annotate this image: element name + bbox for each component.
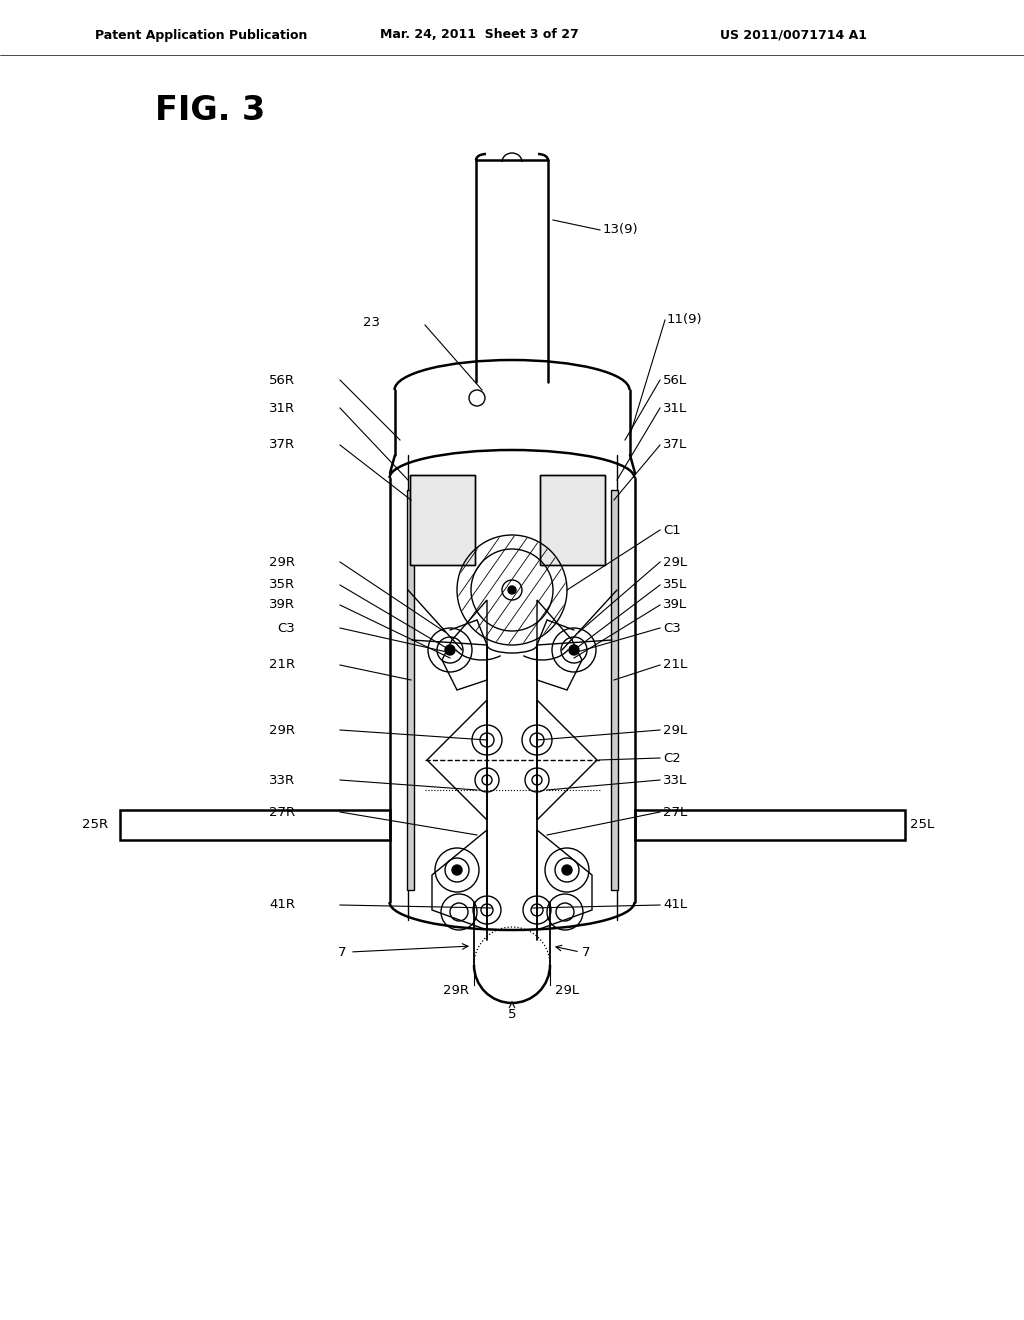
Circle shape	[569, 645, 579, 655]
Bar	[540, 475, 605, 565]
Text: 7: 7	[338, 945, 346, 958]
Text: 37L: 37L	[663, 438, 687, 451]
Bar	[635, 810, 905, 840]
Text: 7: 7	[582, 945, 591, 958]
Text: FIG. 3: FIG. 3	[155, 94, 265, 127]
Text: 41L: 41L	[663, 899, 687, 912]
Text: US 2011/0071714 A1: US 2011/0071714 A1	[720, 29, 867, 41]
Text: 31R: 31R	[269, 401, 295, 414]
Text: 13(9): 13(9)	[603, 223, 639, 236]
Text: C1: C1	[663, 524, 681, 536]
Text: 35R: 35R	[269, 578, 295, 591]
Text: Patent Application Publication: Patent Application Publication	[95, 29, 307, 41]
Text: C3: C3	[278, 622, 295, 635]
Text: 27R: 27R	[269, 805, 295, 818]
Bar	[410, 475, 475, 565]
Text: 39L: 39L	[663, 598, 687, 611]
Text: 29L: 29L	[663, 723, 687, 737]
Text: 37R: 37R	[269, 438, 295, 451]
Circle shape	[452, 865, 462, 875]
Text: 21R: 21R	[269, 659, 295, 672]
Text: C3: C3	[663, 622, 681, 635]
Circle shape	[445, 645, 455, 655]
Text: 29R: 29R	[269, 556, 295, 569]
Text: 29L: 29L	[663, 556, 687, 569]
Text: 25R: 25R	[82, 818, 108, 832]
Text: C2: C2	[663, 751, 681, 764]
Text: 27L: 27L	[663, 805, 687, 818]
Text: 11(9): 11(9)	[667, 314, 702, 326]
Text: 33R: 33R	[269, 774, 295, 787]
Text: 56L: 56L	[663, 374, 687, 387]
Text: 31L: 31L	[663, 401, 687, 414]
Text: 56R: 56R	[269, 374, 295, 387]
Circle shape	[562, 865, 572, 875]
Circle shape	[508, 586, 516, 594]
Bar	[611, 490, 618, 890]
Text: 29R: 29R	[443, 983, 469, 997]
Bar	[407, 490, 414, 890]
Text: Mar. 24, 2011  Sheet 3 of 27: Mar. 24, 2011 Sheet 3 of 27	[380, 29, 579, 41]
Text: 35L: 35L	[663, 578, 687, 591]
Text: 29R: 29R	[269, 723, 295, 737]
Bar	[120, 810, 390, 840]
Text: 23: 23	[362, 315, 380, 329]
Text: 25L: 25L	[910, 818, 934, 832]
Bar	[410, 475, 475, 565]
Text: 29L: 29L	[555, 983, 580, 997]
Bar	[540, 475, 605, 565]
Text: 33L: 33L	[663, 774, 687, 787]
Text: 39R: 39R	[269, 598, 295, 611]
Text: 5: 5	[508, 1008, 516, 1022]
Text: 21L: 21L	[663, 659, 687, 672]
Text: 41R: 41R	[269, 899, 295, 912]
